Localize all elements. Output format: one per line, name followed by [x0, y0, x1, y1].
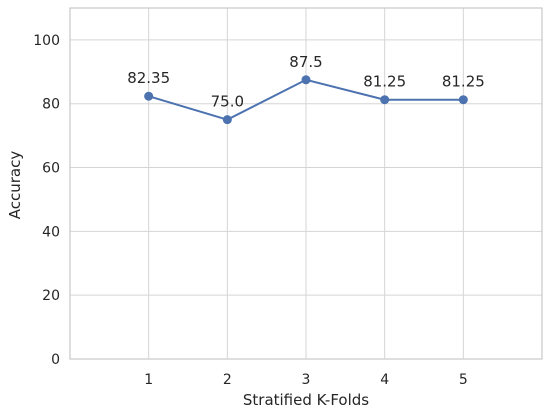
data-point: [301, 75, 311, 85]
x-tick-labels: 1 2 3 4 5: [144, 372, 468, 388]
y-tick-label: 80: [42, 97, 60, 113]
y-tick-label: 60: [42, 161, 60, 177]
data-label: 82.35: [127, 69, 170, 87]
data-label: 87.5: [289, 53, 322, 71]
data-point: [458, 95, 468, 105]
data-label: 81.25: [442, 73, 485, 91]
data-point: [144, 91, 154, 101]
data-label: 81.25: [363, 73, 406, 91]
data-label-layer: 82.35 75.0 87.5 81.25 81.25: [127, 53, 485, 111]
y-tick-label: 100: [33, 33, 60, 49]
y-axis-label: Accuracy: [6, 151, 24, 220]
y-tick-label: 20: [42, 288, 60, 304]
data-point: [380, 95, 390, 105]
data-point: [222, 115, 232, 125]
grid-layer: [70, 8, 542, 360]
plot-frame: [69, 7, 543, 360]
series-layer: [144, 75, 468, 125]
x-tick-label: 4: [380, 372, 389, 388]
x-tick-label: 1: [144, 372, 153, 388]
x-axis-label: Stratified K-Folds: [243, 391, 369, 409]
y-tick-label: 40: [42, 224, 60, 240]
y-tick-labels: 0 20 40 60 80 100: [33, 33, 60, 368]
x-tick-label: 3: [302, 372, 311, 388]
data-label: 75.0: [211, 93, 244, 111]
x-tick-label: 5: [459, 372, 468, 388]
x-tick-label: 2: [223, 372, 232, 388]
y-tick-label: 0: [51, 352, 60, 368]
